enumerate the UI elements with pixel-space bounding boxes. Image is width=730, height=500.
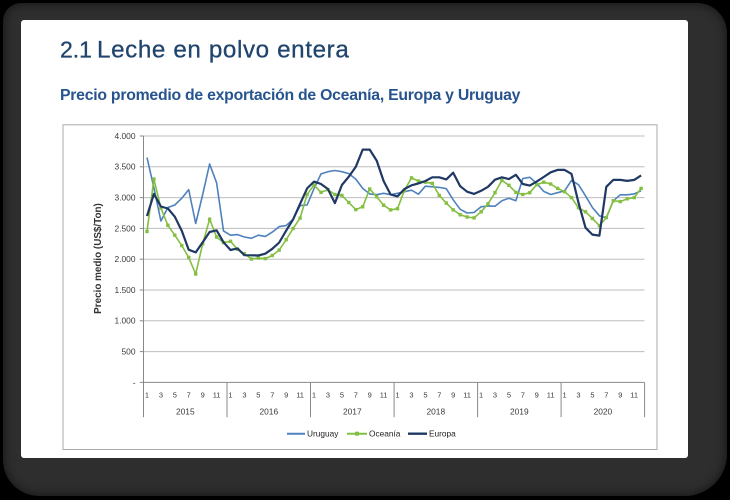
svg-text:2016: 2016 xyxy=(259,407,278,417)
svg-text:2020: 2020 xyxy=(594,407,613,417)
svg-text:-: - xyxy=(133,377,136,387)
svg-text:11: 11 xyxy=(213,391,221,400)
svg-text:5: 5 xyxy=(173,391,177,400)
svg-text:7: 7 xyxy=(437,391,441,400)
svg-text:7: 7 xyxy=(354,391,358,400)
svg-text:11: 11 xyxy=(380,391,388,400)
svg-text:2.000: 2.000 xyxy=(115,254,136,264)
svg-text:1.000: 1.000 xyxy=(115,316,136,326)
svg-text:Uruguay: Uruguay xyxy=(307,429,339,439)
svg-text:Precio promedio de exportación: Precio promedio de exportación de Oceaní… xyxy=(60,87,521,104)
svg-text:3.000: 3.000 xyxy=(115,193,136,203)
svg-text:9: 9 xyxy=(368,391,372,400)
svg-text:3: 3 xyxy=(493,391,497,400)
svg-text:9: 9 xyxy=(535,391,539,400)
svg-text:1: 1 xyxy=(479,391,483,400)
svg-text:2.500: 2.500 xyxy=(115,223,136,233)
svg-text:1: 1 xyxy=(228,391,232,400)
svg-text:11: 11 xyxy=(630,391,638,400)
svg-text:11: 11 xyxy=(296,391,304,400)
svg-text:7: 7 xyxy=(604,391,608,400)
svg-text:5: 5 xyxy=(256,391,260,400)
svg-text:11: 11 xyxy=(547,391,555,400)
svg-text:1.500: 1.500 xyxy=(115,285,136,295)
svg-text:Precio medio (US$/Ton): Precio medio (US$/Ton) xyxy=(93,203,104,314)
svg-text:7: 7 xyxy=(521,391,525,400)
svg-text:5: 5 xyxy=(340,391,344,400)
svg-text:9: 9 xyxy=(618,391,622,400)
svg-text:9: 9 xyxy=(451,391,455,400)
svg-text:7: 7 xyxy=(270,391,274,400)
svg-text:3: 3 xyxy=(576,391,580,400)
svg-text:2019: 2019 xyxy=(510,407,529,417)
svg-text:Leche en polvo entera: Leche en polvo entera xyxy=(97,37,349,64)
svg-text:3: 3 xyxy=(409,391,413,400)
svg-text:2015: 2015 xyxy=(176,407,195,417)
svg-text:2018: 2018 xyxy=(426,407,445,417)
svg-text:5: 5 xyxy=(590,391,594,400)
svg-text:9: 9 xyxy=(201,391,205,400)
svg-text:5: 5 xyxy=(507,391,511,400)
svg-text:7: 7 xyxy=(187,391,191,400)
svg-text:1: 1 xyxy=(395,391,399,400)
svg-text:1: 1 xyxy=(563,391,567,400)
svg-text:1: 1 xyxy=(312,391,316,400)
svg-text:2.1: 2.1 xyxy=(60,37,92,63)
svg-text:9: 9 xyxy=(284,391,288,400)
svg-text:3: 3 xyxy=(242,391,246,400)
svg-text:3: 3 xyxy=(159,391,163,400)
svg-text:Oceanía: Oceanía xyxy=(369,429,401,439)
svg-text:500: 500 xyxy=(122,347,136,357)
svg-text:3: 3 xyxy=(326,391,330,400)
svg-text:1: 1 xyxy=(145,391,149,400)
svg-text:4.000: 4.000 xyxy=(115,131,136,141)
svg-text:Europa: Europa xyxy=(429,429,456,439)
svg-text:3.500: 3.500 xyxy=(115,162,136,172)
svg-text:2017: 2017 xyxy=(343,407,362,417)
svg-text:5: 5 xyxy=(423,391,427,400)
svg-text:11: 11 xyxy=(463,391,471,400)
